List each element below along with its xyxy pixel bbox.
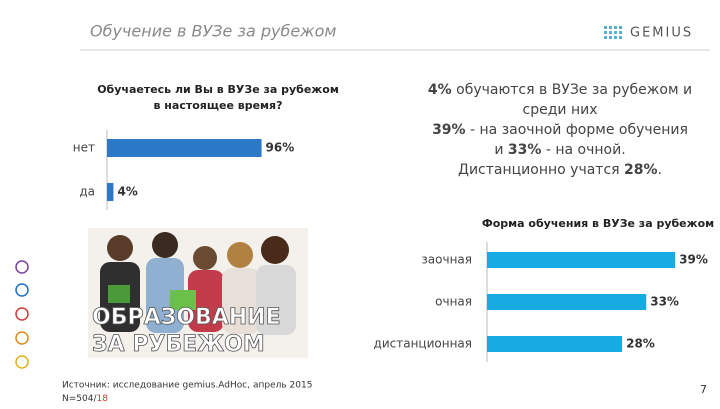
summary-text: 39%	[432, 122, 466, 138]
summary-text: и	[494, 142, 508, 158]
bar	[107, 139, 262, 157]
category-label: очная	[435, 295, 472, 309]
slide-title: Обучение в ВУЗе за рубежом	[90, 22, 336, 41]
summary-text: .	[658, 162, 662, 178]
summary-text: 33%	[508, 142, 542, 158]
sample-highlight: 18	[96, 394, 108, 404]
category-label: да	[79, 185, 95, 199]
summary-text: 28%	[624, 162, 658, 178]
bar	[487, 252, 676, 268]
category-label: нет	[73, 141, 95, 155]
summary-text: - на очной.	[541, 142, 625, 158]
summary-line: 39% - на заочной форме обучения	[432, 122, 688, 138]
summary-line: 4% обучаются в ВУЗе за рубежом и	[428, 82, 692, 98]
source: Источник: исследование gemius.AdHoc, апр…	[62, 381, 312, 391]
sample: N=504/18	[62, 394, 108, 404]
chart-title: в настоящее время?	[154, 99, 283, 112]
page-number: 7	[700, 383, 707, 396]
summary-text: Дистанционно учатся	[458, 162, 624, 178]
photo	[88, 228, 308, 358]
bar	[487, 294, 647, 310]
summary-line: и 33% - на очной.	[494, 142, 625, 158]
image-caption: ЗА РУБЕЖОМ	[92, 332, 265, 357]
value-label: 96%	[266, 141, 295, 155]
summary-text: - на заочной форме обучения	[466, 122, 688, 138]
chart-title: Обучаетесь ли Вы в ВУЗе за рубежом	[97, 83, 339, 96]
value-label: 39%	[679, 253, 708, 267]
value-label: 33%	[650, 295, 679, 309]
summary-line: Дистанционно учатся 28%.	[458, 162, 662, 178]
summary-line: среди них	[523, 102, 598, 118]
bar	[487, 336, 623, 352]
side-icons	[15, 260, 29, 369]
sample-size: N=504/	[62, 394, 97, 404]
image-caption: ОБРАЗОВАНИЕ	[92, 305, 281, 330]
category-label: дистанционная	[374, 337, 472, 351]
logo-dots	[604, 26, 622, 39]
summary-text: обучаются в ВУЗе за рубежом и	[452, 82, 692, 98]
value-label: 28%	[626, 337, 655, 351]
summary-text: 4%	[428, 82, 452, 98]
category-label: заочная	[421, 253, 472, 267]
logo-text: GEMIUS	[630, 26, 693, 41]
summary-text: среди них	[523, 102, 598, 118]
chart-title: Форма обучения в ВУЗе за рубежом	[482, 217, 714, 230]
bar	[107, 183, 114, 201]
value-label: 4%	[117, 185, 137, 199]
